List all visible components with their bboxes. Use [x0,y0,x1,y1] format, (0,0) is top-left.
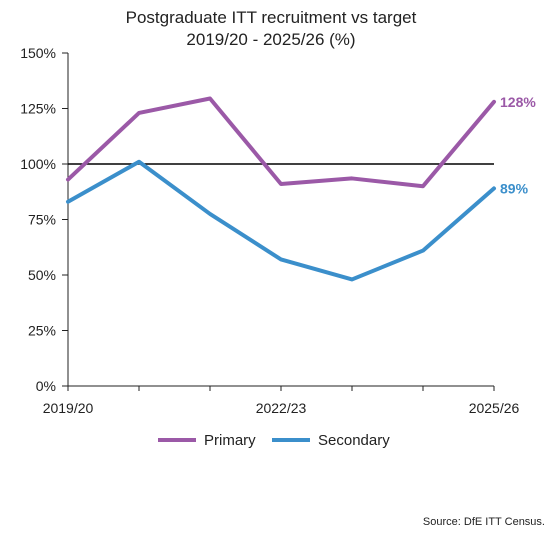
series-line-secondary [66,159,496,282]
y-tick-label: 125% [20,101,56,117]
legend-label-primary: Primary [204,432,256,449]
y-tick-label: 100% [20,156,56,172]
chart-title-line-2: 2019/20 - 2025/26 (%) [186,30,355,49]
x-axis: 2019/20 2022/23 2025/26 [43,385,520,416]
y-tick-label: 0% [36,378,56,394]
end-labels: 128% 89% [500,94,536,197]
end-label-primary: 128% [500,94,536,110]
series-line-primary [66,96,496,189]
source-note: Source: DfE ITT Census. [423,516,545,528]
x-tick-label: 2019/20 [43,400,94,416]
legend: Primary Secondary [158,432,390,449]
y-tick-label: 75% [28,212,56,228]
x-tick-label: 2022/23 [256,400,307,416]
y-tick-label: 25% [28,323,56,339]
y-axis: 0% 25% 50% 75% 100% 125% 150% [20,45,69,394]
x-tick-label: 2025/26 [469,400,520,416]
series-lines [66,96,496,282]
legend-label-secondary: Secondary [318,432,390,449]
y-tick-label: 50% [28,267,56,283]
end-label-secondary: 89% [500,180,529,196]
chart-title-line-1: Postgraduate ITT recruitment vs target [126,8,417,27]
y-tick-label: 150% [20,45,56,61]
